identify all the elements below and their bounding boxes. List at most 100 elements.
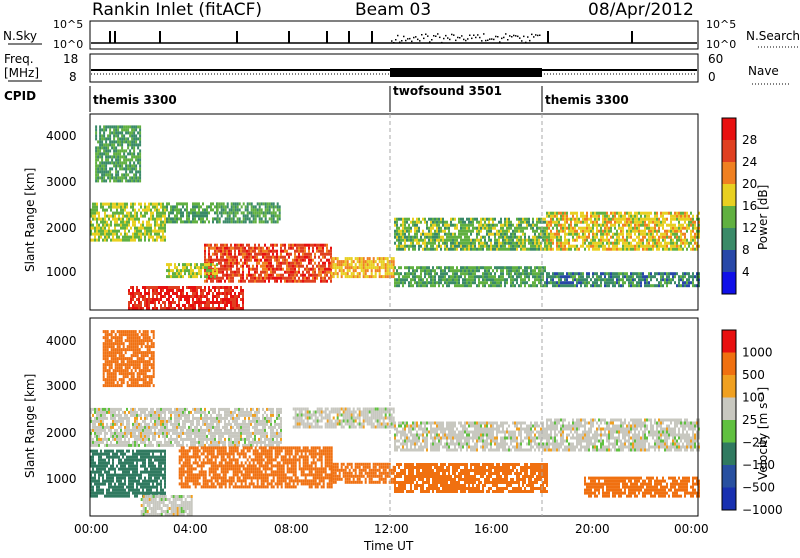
range-gate-cell [604,227,606,230]
range-gate-cell [616,221,618,224]
range-gate-cell [168,417,170,420]
range-gate-cell [494,272,496,275]
range-gate-cell [618,275,620,278]
range-gate-cell [574,248,576,251]
range-gate-cell [94,236,96,239]
range-gate-cell [138,414,140,417]
range-gate-cell [602,224,604,227]
range-gate-cell [134,236,136,239]
range-gate-cell [172,301,174,304]
range-gate-cell [556,230,558,233]
range-gate-cell [258,247,260,250]
range-gate-cell [391,263,393,266]
range-gate-cell [230,259,232,262]
range-gate-cell [226,268,228,271]
range-gate-cell [520,284,522,287]
range-gate-cell [369,260,371,263]
range-gate-cell [122,215,124,218]
range-gate-cell [162,236,164,239]
nsearch-point [439,37,441,39]
range-gate-cell [552,278,554,281]
range-gate-cell [588,248,590,251]
range-gate-cell [218,289,220,292]
range-gate-cell [136,426,138,429]
range-gate-cell [351,272,353,275]
range-gate-cell [506,278,508,281]
range-gate-cell [398,245,400,248]
range-gate-cell [160,298,162,301]
range-gate-cell [154,239,156,242]
range-gate-cell [674,212,676,215]
range-gate-cell [632,248,634,251]
range-gate-cell [414,272,416,275]
range-gate-cell [406,272,408,275]
range-gate-cell [223,208,225,211]
range-gate-cell [506,272,508,275]
range-gate-cell [259,211,261,214]
range-gate-cell [306,277,308,280]
range-gate-cell [670,227,672,230]
range-gate-cell [616,272,618,275]
range-gate-cell [251,202,253,205]
range-gate-cell [448,281,450,284]
range-gate-cell [129,134,131,137]
range-gate-cell [178,208,180,211]
range-gate-cell [131,158,133,161]
range-gate-cell [462,218,464,221]
range-gate-cell [658,224,660,227]
range-gate-cell [182,269,184,272]
range-gate-cell [446,248,448,251]
range-gate-cell [676,242,678,245]
range-gate-cell [146,435,148,438]
range-gate-cell [152,203,154,206]
range-gate-cell [600,239,602,242]
range-gate-cell [566,248,568,251]
range-gate-cell [638,212,640,215]
range-gate-cell [263,214,265,217]
range-gate-cell [347,260,349,263]
range-gate-cell [648,212,650,215]
range-gate-cell [412,245,414,248]
range-gate-cell [243,217,245,220]
range-gate-cell [164,215,166,218]
range-gate-cell [275,205,277,208]
range-gate-cell [284,250,286,253]
range-gate-cell [664,212,666,215]
range-gate-cell [110,441,112,444]
range-gate-cell [590,215,592,218]
range-gate-cell [666,218,668,221]
range-gate-cell [116,221,118,224]
range-gate-cell [115,158,117,161]
range-gate-cell [444,242,446,245]
range-gate-cell [101,173,103,176]
range-gate-cell [674,272,676,275]
range-gate-cell [99,137,101,140]
range-gate-cell [400,230,402,233]
range-gate-cell [102,239,104,242]
range-gate-cell [482,266,484,269]
range-gate-cell [133,125,135,128]
range-gate-cell [160,429,162,432]
range-gate-cell [355,266,357,269]
range-gate-cell [556,275,558,278]
range-gate-cell [246,259,248,262]
range-gate-cell [448,233,450,236]
range-gate-cell [144,304,146,307]
range-gate-cell [642,218,644,221]
range-gate-cell [576,233,578,236]
range-gate-cell [534,245,536,248]
range-gate-cell [136,435,138,438]
range-gate-cell [612,236,614,239]
range-gate-cell [692,224,694,227]
range-gate-cell [237,205,239,208]
range-gate-cell [204,272,206,275]
range-gate-cell [616,242,618,245]
range-gate-cell [128,411,130,414]
range-gate-cell [158,441,160,444]
range-gate-cell [692,278,694,281]
range-gate-cell [452,233,454,236]
range-gate-cell [516,272,518,275]
range-gate-cell [127,125,129,128]
range-gate-cell [440,221,442,224]
range-gate-cell [106,438,108,441]
